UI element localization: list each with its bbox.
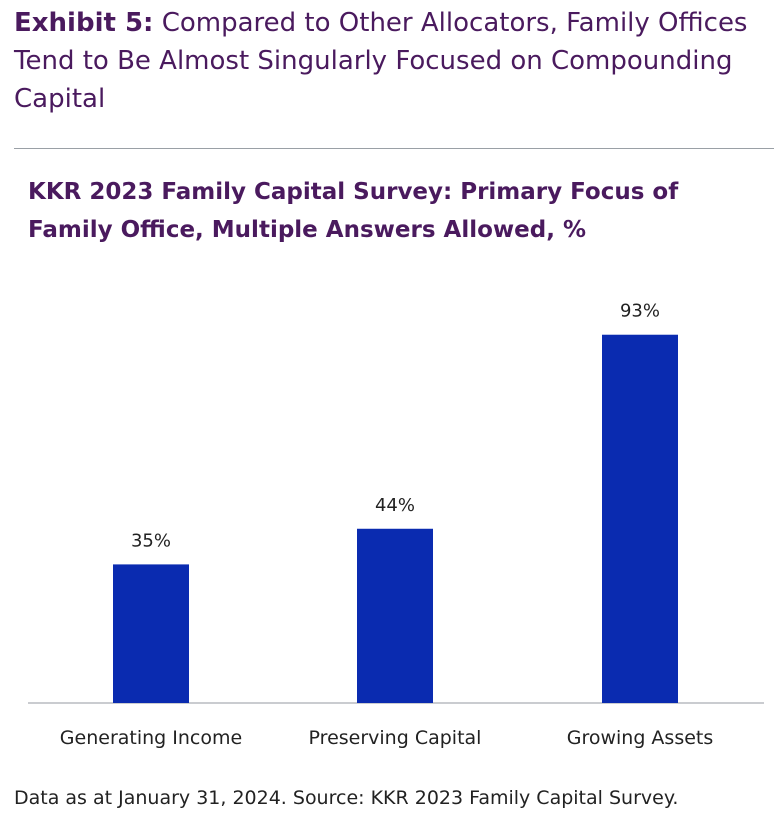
data-label-1: 35% <box>131 530 171 551</box>
data-label-2: 44% <box>375 495 415 516</box>
bar-chart: 35% Generating Income 44% Preserving Capita… <box>28 301 764 749</box>
divider <box>14 148 774 149</box>
chart-title: KKR 2023 Family Capital Survey: Primary … <box>28 179 679 243</box>
bar-1 <box>113 564 189 703</box>
category-label-2: Preserving Capital <box>309 727 482 749</box>
data-label-3: 93% <box>620 301 660 322</box>
exhibit-title: Compared to Other Allocators, Family Off… <box>14 8 748 114</box>
bar-2 <box>357 528 433 703</box>
exhibit-heading: Exhibit 5: Compared to Other Allocators,… <box>14 4 764 118</box>
exhibit-label: Exhibit 5: <box>14 8 154 38</box>
footnote: Data as at January 31, 2024. Source: KKR… <box>14 787 679 809</box>
bar-3 <box>602 334 678 703</box>
category-label-3: Growing Assets <box>567 727 714 749</box>
category-label-1: Generating Income <box>60 727 242 749</box>
